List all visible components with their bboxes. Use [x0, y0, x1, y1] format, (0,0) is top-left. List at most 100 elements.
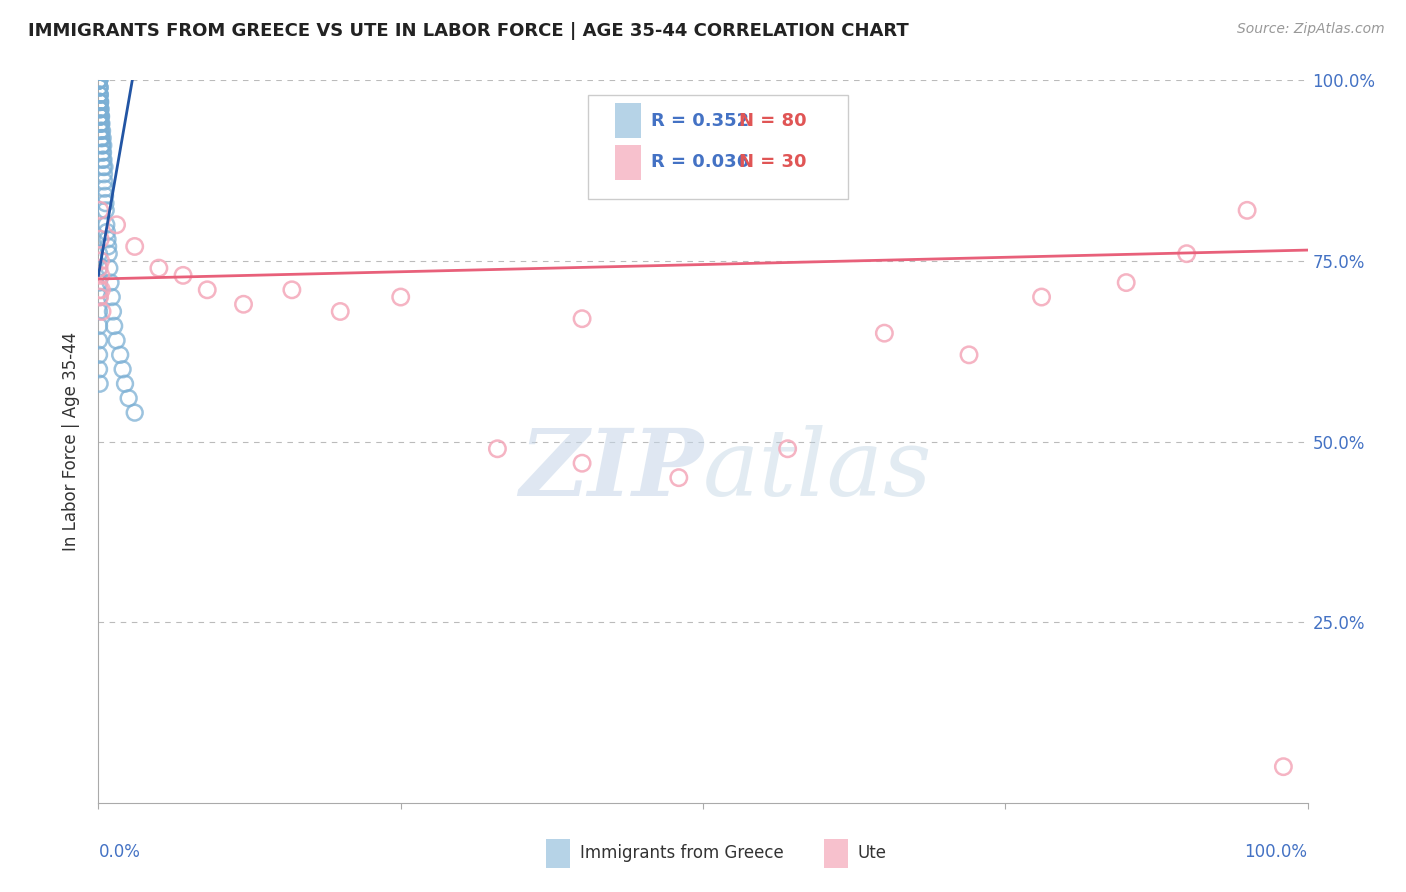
Point — [90, 117, 112, 131]
Point — [96, 225, 118, 239]
Point — [111, 362, 134, 376]
Point — [329, 304, 352, 318]
Point — [87, 318, 110, 333]
Point — [89, 290, 111, 304]
Text: N = 30: N = 30 — [740, 153, 807, 171]
Point — [87, 73, 110, 87]
Point — [89, 102, 111, 116]
Point — [89, 80, 111, 95]
Point — [124, 239, 146, 253]
Point — [89, 109, 111, 123]
Point — [90, 283, 112, 297]
Point — [97, 246, 120, 260]
Point — [103, 318, 125, 333]
Point — [89, 283, 111, 297]
Point — [90, 117, 112, 131]
Point — [87, 73, 110, 87]
Point — [93, 167, 115, 181]
Point — [87, 73, 110, 87]
Point — [571, 311, 593, 326]
Point — [114, 376, 136, 391]
Point — [90, 138, 112, 153]
FancyBboxPatch shape — [614, 145, 641, 179]
Point — [89, 95, 111, 109]
Point — [89, 109, 111, 123]
Point — [87, 348, 110, 362]
Point — [87, 261, 110, 276]
Text: 100.0%: 100.0% — [1244, 843, 1308, 861]
Point — [90, 268, 112, 283]
Text: Source: ZipAtlas.com: Source: ZipAtlas.com — [1237, 22, 1385, 37]
Point — [87, 246, 110, 260]
Point — [91, 153, 114, 167]
Point — [124, 406, 146, 420]
Point — [87, 73, 110, 87]
Point — [100, 290, 122, 304]
Point — [91, 145, 114, 160]
Point — [281, 283, 304, 297]
Point — [94, 189, 117, 203]
Point — [93, 182, 115, 196]
Point — [172, 268, 194, 283]
Point — [90, 109, 112, 123]
Point — [89, 232, 111, 246]
Point — [195, 283, 218, 297]
Point — [1031, 290, 1053, 304]
Point — [89, 87, 111, 102]
Point — [89, 109, 111, 123]
FancyBboxPatch shape — [824, 838, 848, 868]
Point — [91, 138, 114, 153]
Point — [87, 334, 110, 348]
Point — [87, 73, 110, 87]
Point — [89, 80, 111, 95]
Point — [776, 442, 799, 456]
Point — [93, 160, 115, 174]
Text: IMMIGRANTS FROM GREECE VS UTE IN LABOR FORCE | AGE 35-44 CORRELATION CHART: IMMIGRANTS FROM GREECE VS UTE IN LABOR F… — [28, 22, 908, 40]
Point — [90, 131, 112, 145]
Point — [89, 87, 111, 102]
Point — [89, 203, 111, 218]
Text: ZIP: ZIP — [519, 425, 703, 516]
Point — [89, 124, 111, 138]
Point — [101, 304, 124, 318]
Point — [94, 196, 117, 211]
Point — [91, 160, 114, 174]
Point — [105, 334, 128, 348]
Y-axis label: In Labor Force | Age 35-44: In Labor Force | Age 35-44 — [62, 332, 80, 551]
Text: R = 0.036: R = 0.036 — [651, 153, 749, 171]
Point — [89, 102, 111, 116]
Point — [96, 232, 118, 246]
Point — [89, 87, 111, 102]
Point — [668, 471, 690, 485]
Text: atlas: atlas — [703, 425, 932, 516]
Point — [87, 261, 110, 276]
Point — [91, 124, 114, 138]
Point — [87, 290, 110, 304]
Text: 0.0%: 0.0% — [98, 843, 141, 861]
Text: Immigrants from Greece: Immigrants from Greece — [579, 845, 783, 863]
Point — [87, 73, 110, 87]
Point — [87, 276, 110, 290]
Point — [108, 348, 131, 362]
Point — [89, 102, 111, 116]
Point — [98, 261, 121, 276]
Point — [89, 95, 111, 109]
Point — [148, 261, 170, 276]
Point — [90, 117, 112, 131]
Point — [89, 117, 111, 131]
Point — [89, 376, 111, 391]
Point — [486, 442, 509, 456]
Point — [87, 73, 110, 87]
Point — [1272, 760, 1295, 774]
Point — [87, 73, 110, 87]
Point — [118, 391, 141, 405]
Point — [1236, 203, 1258, 218]
Point — [87, 73, 110, 87]
Point — [90, 253, 112, 268]
Point — [90, 109, 112, 123]
Text: N = 80: N = 80 — [740, 112, 807, 129]
Point — [571, 456, 593, 470]
FancyBboxPatch shape — [588, 95, 848, 200]
Point — [90, 102, 112, 116]
Point — [91, 131, 114, 145]
